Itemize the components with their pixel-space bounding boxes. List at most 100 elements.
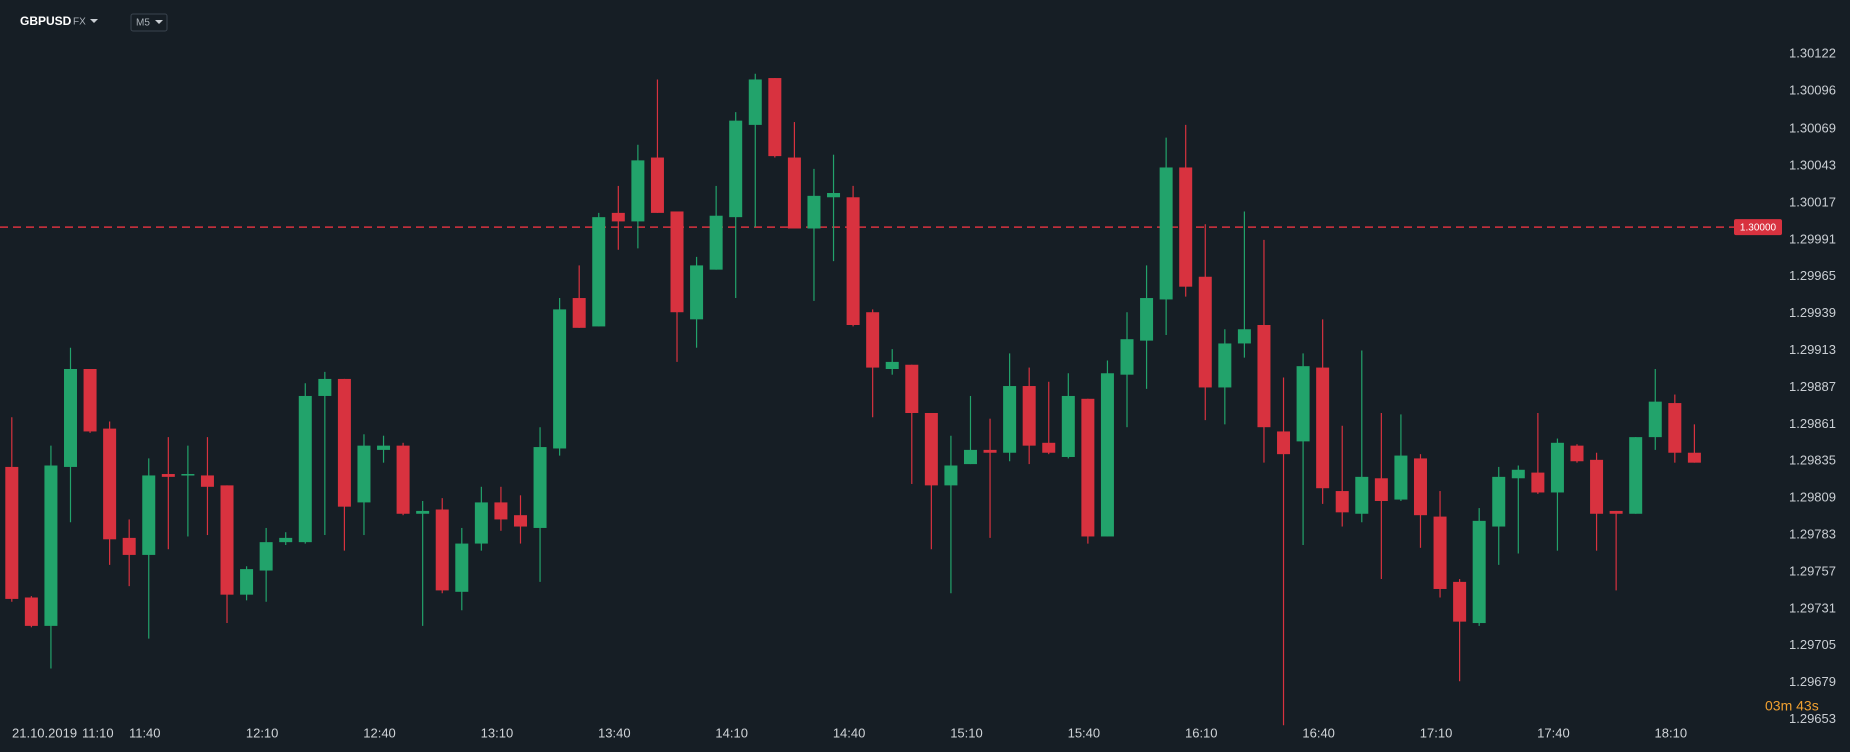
candle-body [631, 160, 645, 222]
candle-body [1492, 476, 1506, 527]
candle-body [572, 298, 586, 328]
candle-body [1022, 386, 1036, 446]
candle-body [416, 510, 430, 514]
candle-body [611, 212, 625, 222]
y-tick-label: 1.30122 [1789, 45, 1836, 60]
y-tick-label: 1.29913 [1789, 342, 1836, 357]
candle-body [142, 475, 156, 555]
y-tick-label: 1.30043 [1789, 157, 1836, 172]
candle-body [259, 542, 273, 571]
candle-body [474, 502, 488, 544]
candle-body [1687, 452, 1701, 463]
x-tick-label: 15:10 [950, 725, 983, 740]
y-tick-label: 1.29783 [1789, 526, 1836, 541]
candle-body [729, 120, 743, 218]
candle-body [513, 515, 527, 527]
candle-body [455, 543, 469, 592]
y-tick-label: 1.29887 [1789, 379, 1836, 394]
y-tick-label: 1.30069 [1789, 121, 1836, 136]
candle-body [846, 197, 860, 326]
candle-body [1374, 478, 1388, 501]
candle-body [44, 465, 58, 626]
y-tick-label: 1.29653 [1789, 711, 1836, 726]
y-tick-label: 1.29991 [1789, 231, 1836, 246]
candle-body [1531, 472, 1545, 493]
candle-body [103, 428, 117, 540]
candle-body [63, 369, 77, 467]
x-tick-label: 17:10 [1420, 725, 1453, 740]
x-tick-label: 18:10 [1655, 725, 1688, 740]
x-tick-label: 12:10 [246, 725, 279, 740]
market-caret[interactable] [90, 19, 98, 23]
candle-body [240, 569, 254, 595]
candle-body [905, 364, 919, 413]
candle-body [1668, 403, 1682, 453]
candle-body [1316, 367, 1330, 489]
candle-body [1120, 339, 1134, 375]
candle-body [1394, 455, 1408, 500]
candle-body [1277, 431, 1291, 455]
candle-body [435, 509, 449, 591]
candle-body [670, 211, 684, 313]
candle-body [1629, 437, 1643, 514]
candle-body [592, 217, 606, 327]
x-tick-label: 11:40 [129, 725, 161, 740]
candle-body [1453, 581, 1467, 622]
y-tick-label: 1.29861 [1789, 416, 1836, 431]
market[interactable]: FX [73, 17, 86, 28]
candle-body [1179, 167, 1193, 287]
candle-body [1433, 516, 1447, 589]
y-tick-label: 1.29679 [1789, 674, 1836, 689]
candle-body [866, 312, 880, 368]
y-tick-label: 1.30017 [1789, 194, 1836, 209]
candle-body [1237, 329, 1251, 344]
candle-body [396, 445, 410, 514]
candle-body [963, 449, 977, 465]
candle-body [220, 485, 234, 595]
candle-body [1355, 476, 1369, 514]
candle-body [1198, 276, 1212, 388]
x-tick-label: 14:10 [715, 725, 748, 740]
candle-body [1100, 373, 1114, 537]
interval[interactable]: M5 [136, 18, 150, 29]
candle-body [1413, 458, 1427, 516]
candle-body [885, 361, 899, 369]
y-tick-label: 1.30096 [1789, 82, 1836, 97]
candle-body [298, 395, 312, 543]
y-tick-label: 1.29705 [1789, 637, 1836, 652]
interval-caret[interactable] [155, 20, 163, 24]
candle-body [1609, 510, 1623, 514]
x-tick-label: 13:10 [481, 725, 514, 740]
y-tick-label: 1.29757 [1789, 563, 1836, 578]
candle-body [787, 157, 801, 229]
candle-body [1570, 445, 1584, 462]
candle-body [494, 502, 508, 520]
candle-body [827, 193, 841, 198]
candle-body [1140, 298, 1154, 341]
candle-body [1648, 401, 1662, 438]
candle-body [122, 537, 136, 555]
candle-body [200, 475, 214, 487]
candle-body [318, 378, 332, 396]
price-label: 1.30000 [1740, 223, 1777, 234]
x-tick-label: 17:40 [1537, 725, 1570, 740]
candle-body [1511, 469, 1525, 479]
candle-body [690, 265, 704, 320]
candle-body [1159, 167, 1173, 300]
candle-body [1003, 386, 1017, 453]
candle-body [161, 474, 175, 477]
candle-body [1335, 491, 1349, 513]
interval-box[interactable] [130, 13, 168, 32]
y-tick-label: 1.29965 [1789, 268, 1836, 283]
candle-body [181, 474, 195, 476]
candle-body [1550, 442, 1564, 493]
candle-body [1061, 395, 1075, 457]
candle-body [83, 369, 97, 432]
candle-body [24, 597, 38, 626]
x-tick-label: 15:40 [1068, 725, 1101, 740]
candle-body [1081, 398, 1095, 537]
candle-body [337, 378, 351, 507]
y-tick-label: 1.29835 [1789, 453, 1836, 468]
